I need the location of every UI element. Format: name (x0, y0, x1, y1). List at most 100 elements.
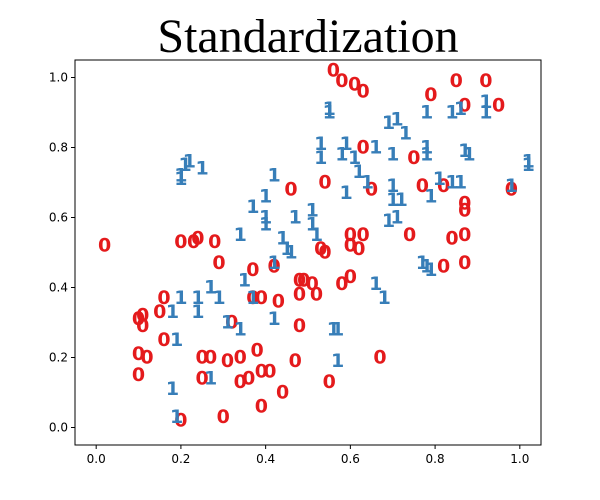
point-label-0: 0 (458, 200, 471, 222)
point-label-1: 1 (420, 256, 433, 278)
point-label-1: 1 (458, 140, 471, 162)
point-label-1: 1 (382, 112, 395, 134)
x-tick-label: 1.0 (510, 452, 529, 466)
point-label-1: 1 (306, 200, 319, 222)
point-label-0: 0 (356, 81, 369, 103)
point-label-1: 1 (420, 102, 433, 124)
point-label-0: 0 (255, 396, 268, 418)
point-label-1: 1 (454, 172, 467, 194)
point-label-1: 1 (166, 378, 179, 400)
point-label-0: 0 (416, 175, 429, 197)
point-label-0: 0 (505, 179, 518, 201)
point-label-0: 0 (437, 256, 450, 278)
point-label-1: 1 (352, 161, 365, 183)
point-label-0: 0 (458, 95, 471, 117)
point-label-0: 0 (424, 84, 437, 106)
point-label-1: 1 (238, 270, 251, 292)
point-label-0: 0 (136, 315, 149, 337)
point-label-1: 1 (331, 350, 344, 372)
x-tick-label: 0.4 (256, 452, 275, 466)
point-label-1: 1 (369, 273, 382, 295)
point-label-1: 1 (246, 287, 259, 309)
point-label-0: 0 (284, 179, 297, 201)
y-tick-label: 0.4 (49, 281, 68, 295)
point-label-1: 1 (195, 158, 208, 180)
point-label-0: 0 (157, 287, 170, 309)
point-label-0: 0 (132, 308, 145, 330)
point-label-0: 0 (297, 270, 310, 292)
point-label-1: 1 (191, 287, 204, 309)
point-label-0: 0 (293, 315, 306, 337)
point-label-1: 1 (174, 165, 187, 187)
point-label-0: 0 (263, 361, 276, 383)
point-label-0: 0 (212, 252, 225, 274)
point-label-0: 0 (225, 312, 238, 334)
point-label-0: 0 (407, 147, 420, 169)
point-label-0: 0 (98, 235, 111, 257)
point-label-0: 0 (217, 406, 230, 428)
point-label-0: 0 (174, 231, 187, 253)
point-label-1: 1 (386, 144, 399, 166)
point-label-0: 0 (373, 347, 386, 369)
point-label-1: 1 (314, 147, 327, 169)
point-label-0: 0 (492, 95, 505, 117)
point-label-0: 0 (437, 175, 450, 197)
point-label-1: 1 (204, 368, 217, 390)
point-label-1: 1 (505, 175, 518, 197)
point-label-0: 0 (348, 74, 361, 96)
point-label-1: 1 (479, 102, 492, 124)
point-label-0: 0 (310, 284, 323, 306)
point-label-0: 0 (276, 382, 289, 404)
x-tick-label: 0.6 (341, 452, 360, 466)
point-label-1: 1 (340, 182, 353, 204)
point-label-1: 1 (386, 189, 399, 211)
point-label-0: 0 (204, 347, 217, 369)
point-label-0: 0 (251, 340, 264, 362)
point-label-1: 1 (522, 151, 535, 173)
point-label-0: 0 (136, 305, 149, 327)
y-tick-label: 1.0 (49, 71, 68, 85)
point-label-1: 1 (323, 102, 336, 124)
point-label-0: 0 (479, 70, 492, 92)
point-label-0: 0 (335, 70, 348, 92)
point-label-1: 1 (212, 287, 225, 309)
point-label-1: 1 (331, 319, 344, 341)
x-axis: 0.0 0.2 0.4 0.6 0.8 1.0 (87, 445, 529, 466)
point-label-1: 1 (280, 238, 293, 260)
point-label-0: 0 (289, 350, 302, 372)
point-label-0: 0 (255, 361, 268, 383)
point-label-1: 1 (382, 210, 395, 232)
point-label-0: 0 (318, 242, 331, 264)
point-label-1: 1 (323, 98, 336, 120)
point-label-1: 1 (314, 133, 327, 155)
point-label-0: 0 (458, 224, 471, 246)
point-label-0: 0 (246, 259, 259, 281)
y-axis: 0.0 0.2 0.4 0.6 0.8 1.0 (49, 71, 75, 435)
point-label-0: 0 (403, 224, 416, 246)
point-label-1: 1 (462, 144, 475, 166)
point-label-1: 1 (174, 168, 187, 190)
point-label-1: 1 (259, 214, 272, 236)
point-label-0: 0 (306, 273, 319, 295)
point-label-0: 0 (195, 368, 208, 390)
point-label-1: 1 (395, 189, 408, 211)
point-label-1: 1 (386, 175, 399, 197)
point-label-1: 1 (522, 154, 535, 176)
point-label-0: 0 (221, 350, 234, 372)
point-label-1: 1 (390, 109, 403, 131)
point-label-1: 1 (454, 98, 467, 120)
point-label-0: 0 (255, 287, 268, 309)
point-label-0: 0 (157, 329, 170, 351)
point-label-1: 1 (306, 214, 319, 236)
point-label-0: 0 (174, 410, 187, 432)
point-label-0: 0 (318, 172, 331, 194)
point-label-1: 1 (284, 242, 297, 264)
y-tick-label: 0.0 (49, 421, 68, 435)
point-label-1: 1 (259, 186, 272, 208)
point-label-1: 1 (361, 172, 374, 194)
point-label-1: 1 (234, 224, 247, 246)
point-label-1: 1 (246, 196, 259, 218)
point-label-0: 0 (335, 273, 348, 295)
point-label-1: 1 (267, 308, 280, 330)
